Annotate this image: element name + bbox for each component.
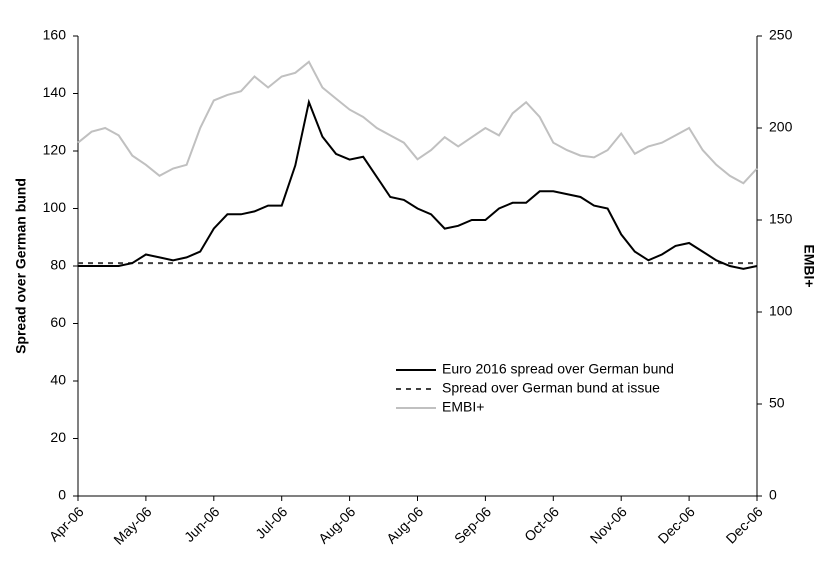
x-tick-label: Dec-06 (655, 503, 698, 546)
y-tick-label: 0 (58, 487, 66, 503)
x-tick-label: Nov-06 (587, 503, 630, 546)
y-tick-label: 20 (50, 429, 66, 445)
legend-label: EMBI+ (442, 399, 484, 415)
y-tick-label: 80 (50, 257, 66, 273)
legend-label: Spread over German bund at issue (442, 380, 660, 396)
y-tick-label: 160 (43, 27, 67, 43)
y2-tick-label: 250 (769, 27, 793, 43)
x-tick-label: Aug-06 (383, 503, 426, 546)
x-tick-label: Apr-06 (46, 503, 87, 544)
y-axis-title: Spread over German bund (13, 178, 29, 354)
x-tick-label: May-06 (110, 503, 154, 547)
y2-tick-label: 200 (769, 119, 793, 135)
y-tick-label: 40 (50, 372, 66, 388)
y2-tick-label: 150 (769, 211, 793, 227)
y2-tick-label: 0 (769, 487, 777, 503)
y2-tick-label: 100 (769, 303, 793, 319)
y2-axis-title: EMBI+ (801, 244, 817, 287)
x-tick-label: Sep-06 (451, 503, 494, 546)
y-tick-label: 100 (43, 199, 67, 215)
x-tick-label: Jun-06 (181, 503, 223, 545)
y-tick-label: 60 (50, 314, 66, 330)
x-tick-label: Jul-06 (252, 503, 290, 541)
legend-label: Euro 2016 spread over German bund (442, 361, 674, 377)
y-tick-label: 120 (43, 142, 67, 158)
x-tick-label: Oct-06 (521, 503, 562, 544)
series-line (78, 98, 758, 270)
x-tick-label: Aug-06 (315, 503, 358, 546)
x-tick-label: Dec-06 (723, 503, 766, 546)
series-line (77, 60, 758, 185)
y2-tick-label: 50 (769, 395, 785, 411)
y-tick-label: 140 (43, 84, 67, 100)
